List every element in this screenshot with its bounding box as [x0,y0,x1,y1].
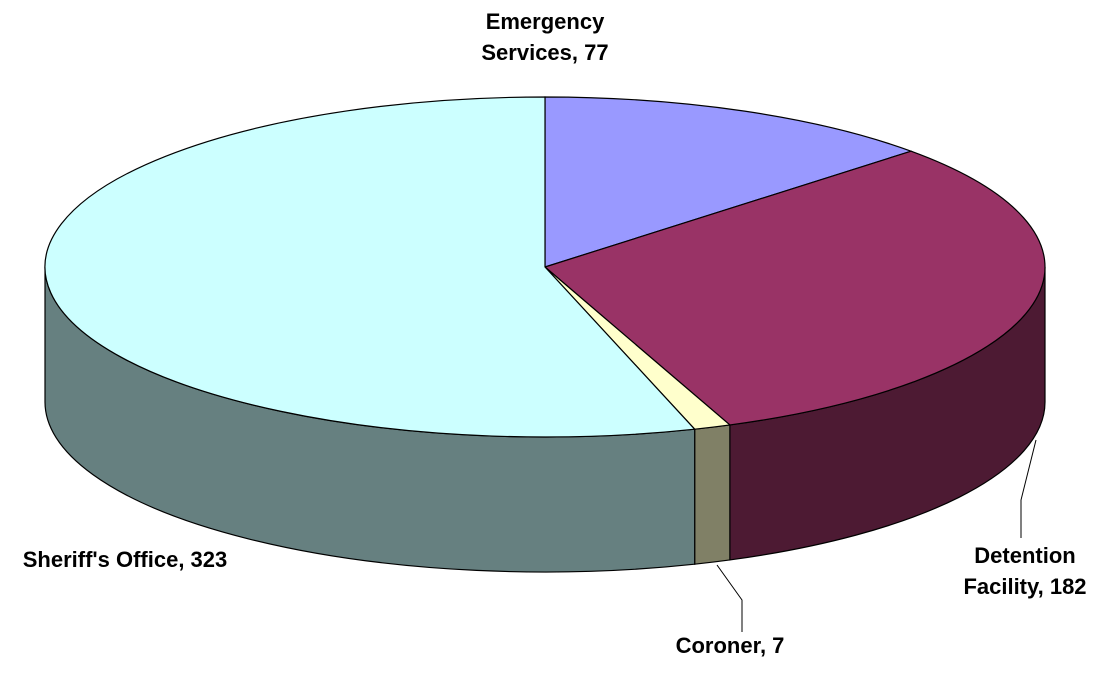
slice [543,150,1046,426]
data-label: Sheriff's Office, 323 [22,547,228,572]
data-label: Detention Facility, 182 [963,543,1087,599]
data-label: Coroner, 7 [675,633,785,658]
slice [44,96,696,438]
leader-line [1020,439,1037,538]
slice-side [694,424,731,565]
data-label: Emergency Services, 77 [481,9,609,65]
slice-tops [44,96,1046,438]
slice [544,96,913,268]
leader-line [716,564,743,632]
